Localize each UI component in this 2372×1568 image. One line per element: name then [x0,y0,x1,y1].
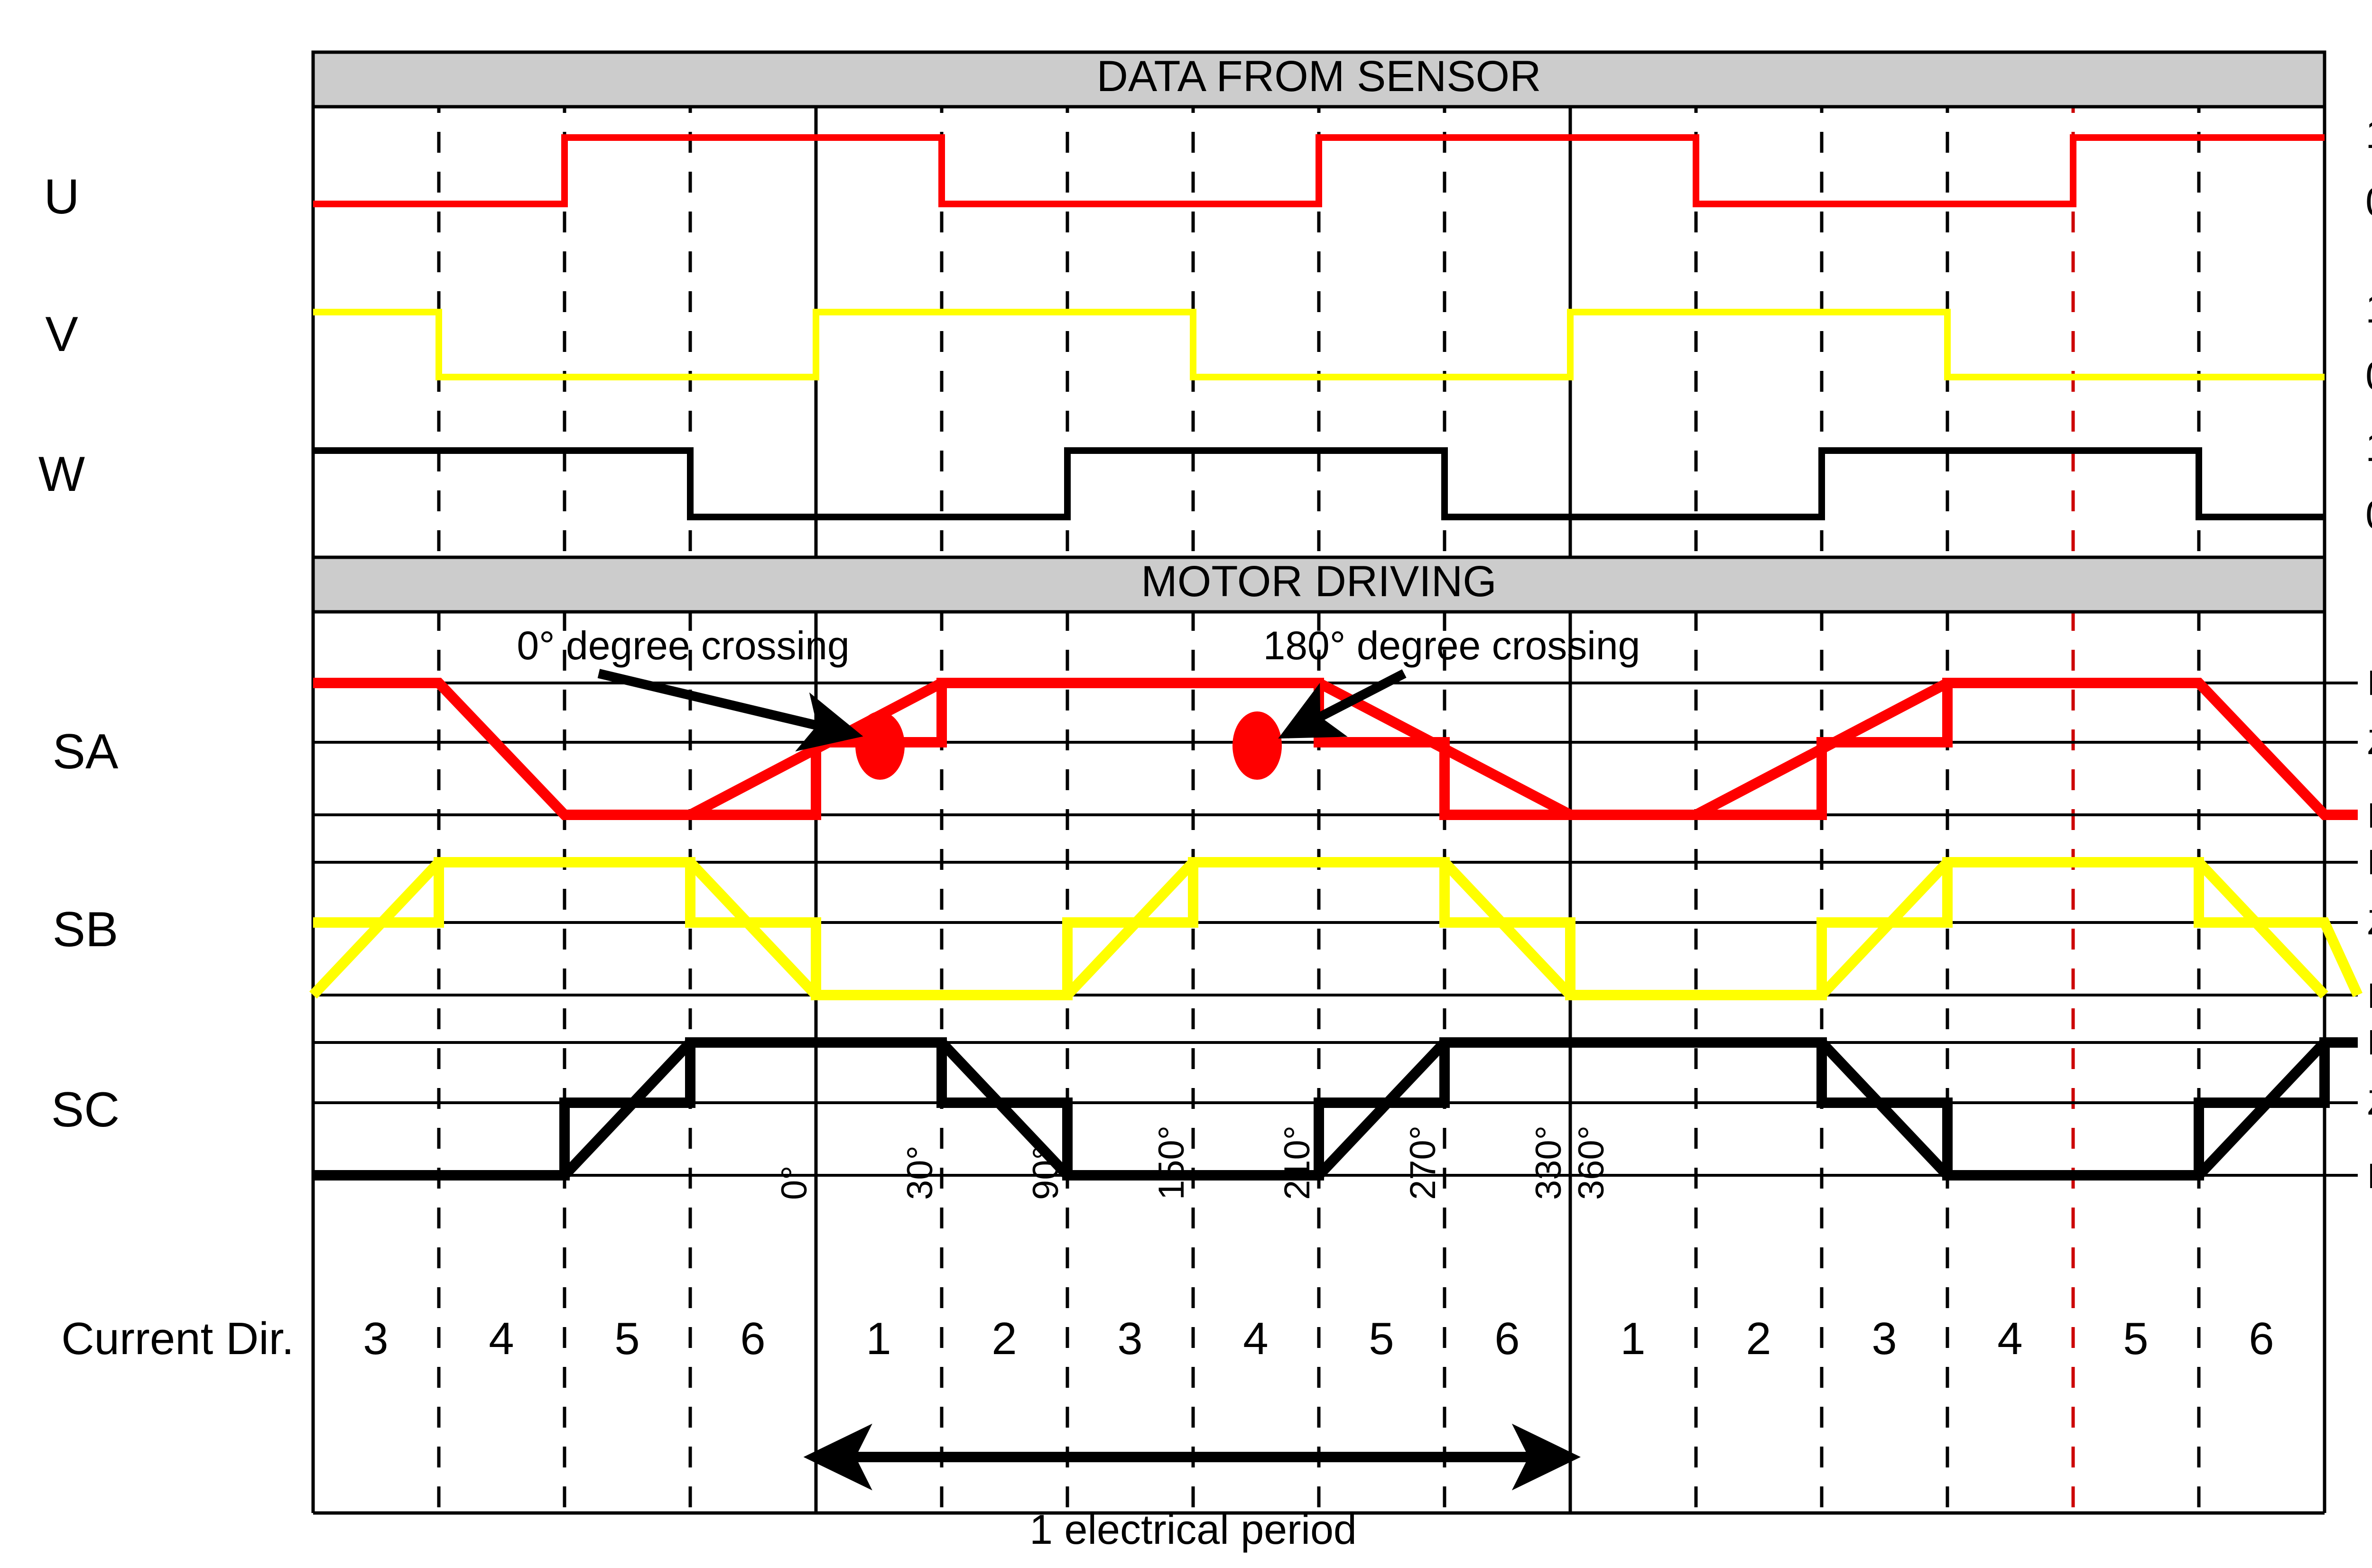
phase-row-sb: SB High Z Low [53,842,2372,1015]
sb-ramp-down-1 [686,858,820,999]
signal-label-w: W [38,447,85,502]
waveform-sb-outline [313,857,2363,1000]
sector-cell-12: 3 [1872,1313,1897,1364]
waveform-w [313,447,2325,520]
signal-row-w: W 1 0 [38,424,2372,538]
sc-ramp-up-3 [2195,1039,2328,1179]
sector-cell-10: 1 [1620,1313,1645,1364]
angle-tick-150: 150° [1151,1125,1192,1200]
driving-section-header: MOTOR DRIVING [311,555,2326,614]
sector-cell-4: 1 [866,1313,891,1364]
w-low-bit-label: 0 [2365,492,2372,538]
phase-label-sa: SA [53,724,119,779]
sector-cell-15: 6 [2249,1313,2274,1364]
sc-level-low-label: Low [2367,1156,2372,1196]
sc-ramp-up-2 [1315,1039,1448,1179]
waveform-u [313,134,2325,207]
sb-ramp-up-3 [1818,858,1951,999]
v-high-bit-label: 1 [2365,286,2372,332]
angle-tick-270: 270° [1403,1125,1443,1200]
sa-ramp-down-1 [1316,678,1573,820]
sector-cell-9: 6 [1494,1313,1520,1364]
angle-tick-210: 210° [1277,1125,1317,1200]
zero-crossing-annotation-label: 0° degree crossing [517,623,849,668]
sector-cell-2: 5 [614,1313,639,1364]
phase-row-sc: SC High Z Low [51,1023,2372,1196]
sb-ramp-down-2 [1441,858,1574,999]
current-dir-label: Current Dir. [61,1313,294,1364]
u-high-bit-label: 1 [2365,111,2372,157]
one-eighty-crossing-annotation-label: 180° degree crossing [1263,623,1640,668]
one-eighty-crossing-marker-dot [1232,711,1282,780]
signal-label-v: V [45,307,78,362]
electrical-period-group: 1 electrical period [803,1423,1581,1553]
sensor-header-label: DATA FROM SENSOR [1096,52,1541,101]
sector-cell-7: 4 [1243,1313,1268,1364]
sc-ramp-down-2 [1818,1039,1951,1179]
v-low-bit-label: 0 [2365,353,2372,399]
sb-ramp-down-3 [2195,858,2328,999]
sensor-section-header: DATA FROM SENSOR [311,50,2326,109]
signal-label-u: U [44,169,79,224]
sb-level-low-label: Low [2367,976,2372,1015]
signal-row-u: U 1 0 [44,111,2372,225]
zero-crossing-marker-dot [855,711,905,780]
sc-level-z-label: Z [2367,1083,2372,1122]
sb-level-high-label: High [2367,842,2372,882]
annotation-group: 0° degree crossing 180° degree crossing [517,623,1640,780]
sector-cell-11: 2 [1746,1313,1771,1364]
angle-tick-group: 0° 30° 90° 150° 210° 270° 330° 360° [774,1125,1612,1200]
sector-cell-0: 3 [363,1313,388,1364]
sa-level-low-label: Low [2367,796,2372,835]
one-eighty-crossing-arrow [1278,669,1407,739]
sa-ramp-up-2 [1693,678,1950,820]
signal-row-v: V 1 0 [45,286,2372,399]
w-high-bit-label: 1 [2365,424,2372,470]
sector-cell-14: 5 [2123,1313,2148,1364]
sector-cell-8: 5 [1369,1313,1394,1364]
angle-tick-360: 360° [1571,1125,1612,1200]
sector-cell-1: 4 [489,1313,514,1364]
sa-level-high-label: High [2367,663,2372,702]
sa-level-z-label: Z [2367,722,2372,762]
sector-cell-5: 2 [991,1313,1017,1364]
u-low-bit-label: 0 [2365,179,2372,225]
sb-ramp-up-1 [309,858,443,999]
sector-cell-6: 3 [1117,1313,1142,1364]
sc-level-high-label: High [2367,1023,2372,1062]
phase-label-sc: SC [51,1082,120,1137]
sc-ramp-down-1 [938,1039,1071,1179]
angle-tick-330: 330° [1529,1125,1569,1200]
angle-tick-90: 90° [1026,1145,1066,1200]
driving-header-band [311,555,2326,614]
phase-label-sb: SB [53,902,119,957]
current-direction-row: Current Dir. 3 4 5 6 1 2 3 4 5 6 1 2 3 4… [61,1313,2274,1364]
sb-ramp-up-2 [1064,858,1197,999]
driving-header-label: MOTOR DRIVING [1141,557,1497,606]
waveform-sa-outline [313,678,2358,820]
angle-tick-0: 0° [774,1165,815,1200]
sb-level-z-label: Z [2367,903,2372,942]
electrical-period-label: 1 electrical period [1029,1506,1357,1553]
waveform-v [313,309,2325,380]
zero-crossing-arrow [597,669,863,752]
sc-ramp-up-1 [561,1039,694,1179]
sector-cell-13: 4 [1997,1313,2022,1364]
sensor-header-band [311,50,2326,109]
angle-tick-30: 30° [900,1145,940,1200]
sector-cell-3: 6 [740,1313,765,1364]
